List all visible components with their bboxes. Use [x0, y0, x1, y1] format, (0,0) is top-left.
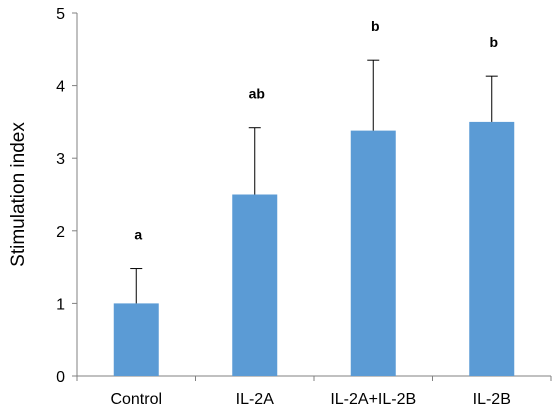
y-tick-label: 0 — [56, 369, 65, 386]
significance-label: b — [371, 18, 380, 34]
bar — [350, 130, 396, 376]
error-bars — [130, 59, 498, 304]
bar — [232, 194, 278, 376]
bars — [113, 121, 515, 377]
y-axis: 0 1 2 3 4 5 — [56, 6, 78, 386]
x-tick-label: IL-2B — [473, 391, 511, 408]
significance-label: b — [489, 34, 498, 50]
y-tick-label: 5 — [56, 6, 65, 23]
significance-labels: a ab b b — [134, 18, 498, 242]
y-axis-title: Stimulation index — [8, 122, 29, 267]
x-tick-label: IL-2A+IL-2B — [330, 391, 416, 408]
x-tick-label: Control — [110, 391, 162, 408]
significance-label: a — [134, 227, 142, 243]
y-tick-label: 1 — [56, 296, 65, 313]
x-tick-label: IL-2A — [236, 391, 275, 408]
y-tick-label: 4 — [56, 79, 65, 96]
bar — [469, 121, 515, 377]
y-tick-label: 3 — [56, 151, 65, 168]
y-tick-label: 2 — [56, 224, 65, 241]
bar — [113, 303, 159, 376]
x-axis: Control IL-2A IL-2A+IL-2B IL-2B — [76, 375, 552, 408]
significance-label: ab — [249, 86, 265, 102]
